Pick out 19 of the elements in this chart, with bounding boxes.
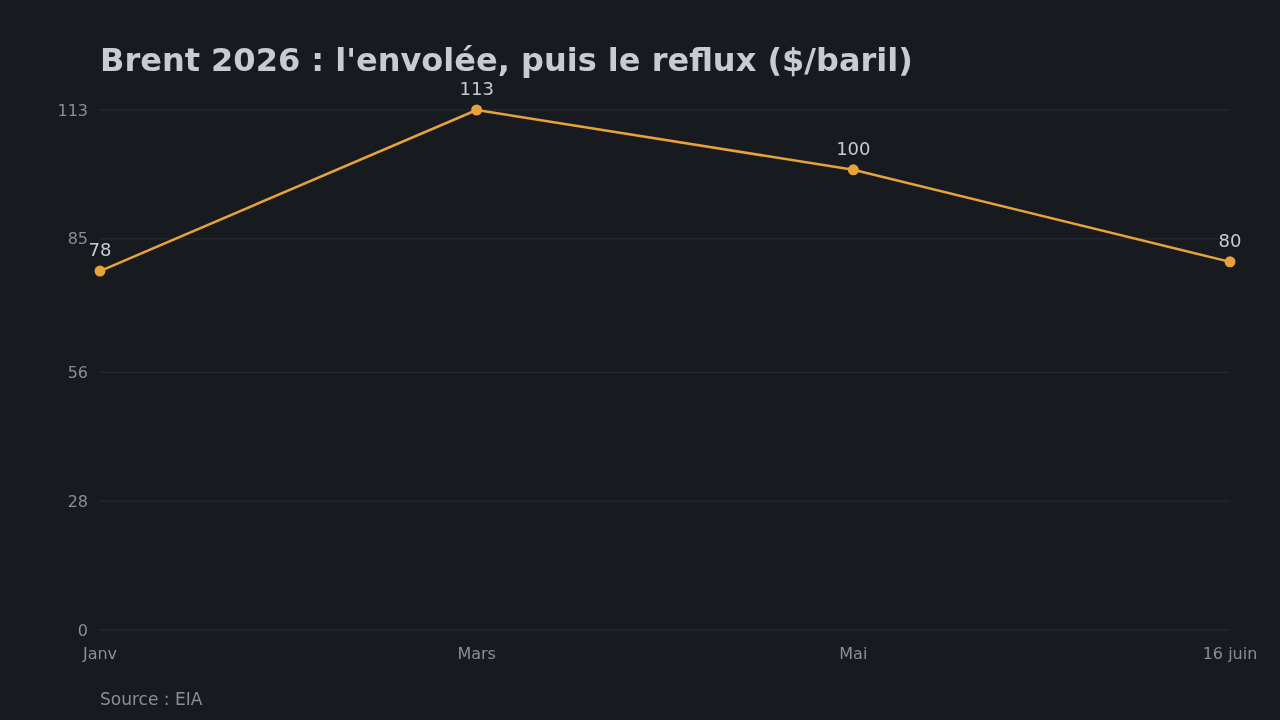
source-note: Source : EIA [100, 689, 203, 709]
y-tick-label: 113 [57, 100, 88, 120]
x-tick-label: Mars [457, 644, 496, 663]
point [94, 265, 106, 277]
data-label: 80 [1218, 229, 1242, 251]
point [847, 164, 859, 176]
y-tick-label: 0 [77, 620, 88, 640]
y-tick-label: 85 [67, 229, 88, 249]
data-label: 100 [836, 137, 871, 159]
point [471, 104, 483, 116]
x-tick-label: Mai [839, 644, 868, 663]
data-label: 78 [88, 239, 112, 261]
x-tick-label: 16 juin [1202, 644, 1258, 663]
x-tick-label: Janv [81, 644, 118, 663]
y-tick-label: 28 [67, 491, 88, 511]
chart-title: Brent 2026 : l'envolée, puis le reflux ($/baril) [100, 41, 913, 79]
point [1224, 256, 1236, 268]
data-label: 113 [459, 78, 494, 99]
y-tick-label: 56 [67, 362, 88, 382]
